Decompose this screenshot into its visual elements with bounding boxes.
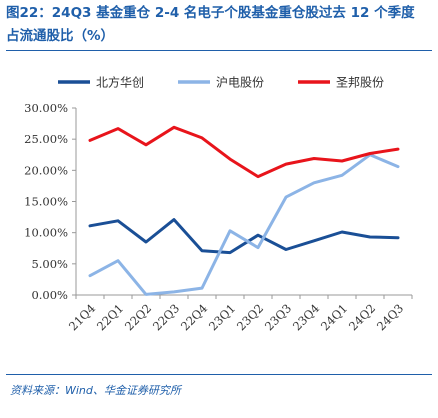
- y-tick-label: 0.00%: [31, 288, 68, 302]
- x-tick-label: 23Q1: [206, 301, 238, 333]
- x-tick-label: 24Q1: [318, 301, 350, 333]
- legend-label-1: 北方华创: [96, 75, 144, 90]
- figure-title-line-2: 占流通股比（%）: [6, 28, 115, 44]
- x-tick-label: 23Q3: [262, 301, 294, 333]
- x-tick-label: 23Q2: [234, 301, 266, 333]
- source-note: 资料来源：Wind、华金证券研究所: [10, 384, 181, 397]
- y-tick-label: 20.00%: [24, 163, 68, 177]
- x-tick-label: 22Q4: [178, 301, 210, 333]
- legend-label-2: 沪电股份: [216, 76, 264, 90]
- y-tick-label: 5.00%: [31, 257, 68, 271]
- series-line-3: [88, 125, 400, 179]
- title-rule: [6, 50, 432, 51]
- figure-title: 图22：24Q3 基金重仓 2-4 名电子个股基金重仓股过去 12 个季度 占流…: [6, 2, 432, 48]
- series-line-2: [88, 153, 400, 296]
- x-tick-label: 23Q4: [290, 301, 322, 333]
- line-chart: 北方华创 沪电股份 圣邦股份 0.00% 5.00% 10.00% 15.00% 20.00%…: [24, 75, 413, 333]
- x-tick-label: 22Q1: [94, 301, 126, 333]
- x-tick-label: 22Q3: [150, 301, 182, 333]
- y-tick-label: 10.00%: [24, 226, 68, 240]
- legend-label-3: 圣邦股份: [336, 76, 384, 90]
- x-tick-label: 21Q4: [66, 301, 98, 333]
- source-rule: [6, 374, 432, 375]
- y-tick-label: 30.00%: [24, 101, 68, 115]
- x-tick-label: 24Q2: [346, 301, 378, 333]
- y-tick-label: 15.00%: [24, 195, 68, 209]
- x-tick-label: 22Q2: [122, 301, 154, 333]
- y-tick-label: 25.00%: [24, 132, 68, 146]
- x-tick-label: 24Q3: [374, 301, 406, 333]
- series-line-1: [88, 218, 400, 255]
- figure-title-line-1: 图22：24Q3 基金重仓 2-4 名电子个股基金重仓股过去 12 个季度: [6, 5, 415, 21]
